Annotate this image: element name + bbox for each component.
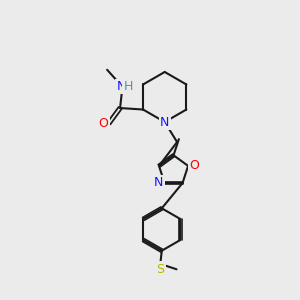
Text: O: O xyxy=(189,159,199,172)
Text: N: N xyxy=(154,176,164,190)
Text: S: S xyxy=(156,263,164,276)
Text: O: O xyxy=(99,117,109,130)
Text: H: H xyxy=(123,80,133,93)
Text: N: N xyxy=(160,116,169,128)
Text: N: N xyxy=(116,80,126,93)
